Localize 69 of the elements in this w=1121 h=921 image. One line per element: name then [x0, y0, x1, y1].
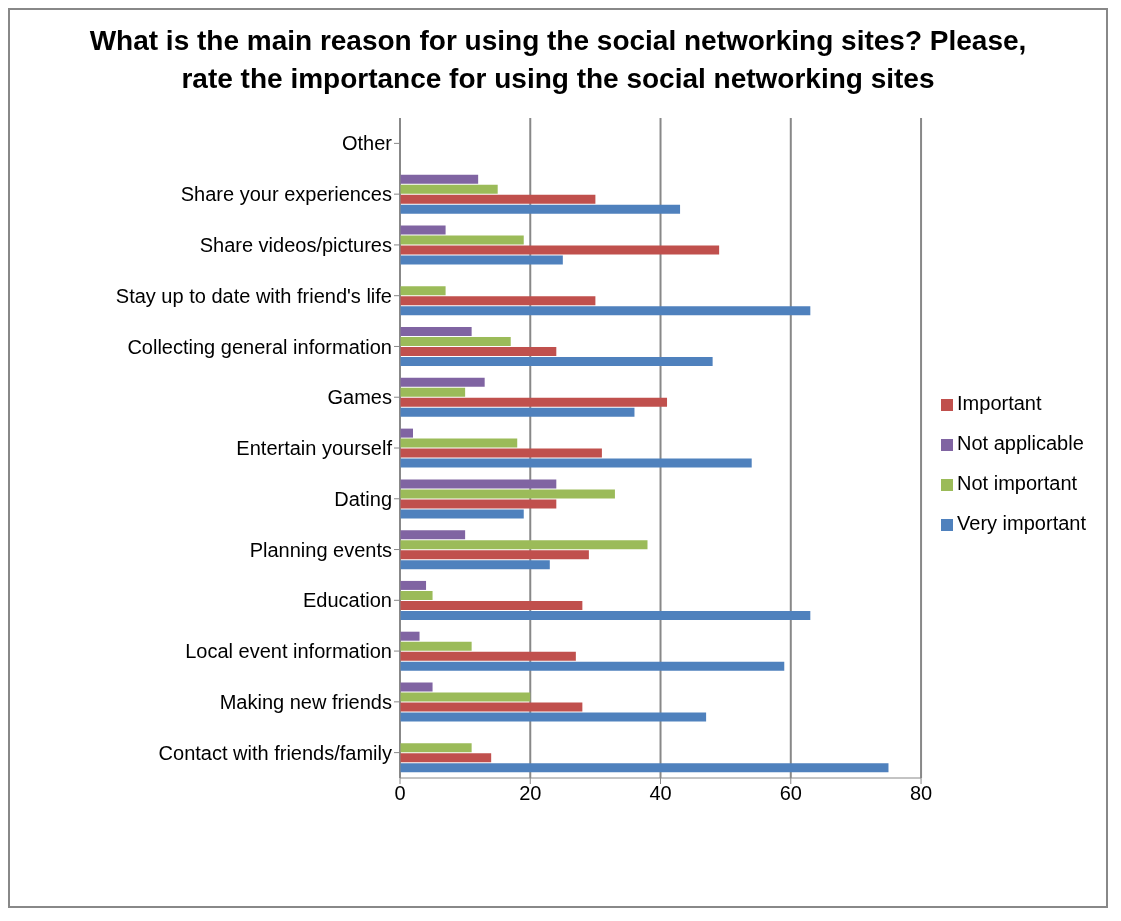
legend-label: Very important [957, 512, 1086, 534]
chart-title: What is the main reason for using the social networking sites? Please, rate the importance for using the social networking sites [88, 24, 1028, 96]
bar [400, 479, 557, 489]
bar [400, 509, 524, 519]
y-tick-label: Stay up to date with friend's life [115, 284, 392, 307]
bar [400, 610, 811, 620]
bar [400, 530, 466, 540]
bar [400, 590, 433, 600]
y-tick-label: Making new friends [219, 690, 392, 713]
legend-label: Not applicable [957, 432, 1084, 454]
y-tick-label: Planning events [249, 538, 392, 561]
y-tick-label: Collecting general information [127, 335, 392, 358]
bar [400, 489, 615, 499]
legend-label: Important [957, 392, 1042, 414]
x-tick-label: 0 [394, 782, 406, 805]
y-tick-label: Entertain yourself [236, 437, 393, 460]
bar [400, 174, 479, 184]
y-tick-label: Local event information [185, 640, 392, 663]
bar [400, 438, 518, 448]
bar [400, 702, 583, 712]
x-tick-label: 40 [649, 782, 672, 805]
bar [400, 499, 557, 509]
bar [400, 194, 596, 204]
bar [400, 580, 427, 590]
x-tick-label: 20 [519, 782, 542, 805]
bar [400, 428, 414, 438]
bar [400, 235, 524, 245]
y-tick-label: Other [341, 132, 393, 155]
bar [400, 712, 707, 722]
bar [400, 753, 492, 763]
bar [400, 286, 446, 296]
bar [400, 743, 472, 753]
bar [400, 682, 433, 692]
x-tick-label: 60 [779, 782, 802, 805]
y-tick-label: Dating [334, 487, 392, 510]
bar [400, 306, 811, 316]
y-tick-label: Games [327, 386, 392, 409]
bar [400, 245, 720, 255]
bar [400, 337, 511, 347]
bar [400, 550, 589, 560]
bar [400, 407, 635, 417]
bar [400, 448, 602, 458]
bar [400, 631, 420, 641]
bar [400, 204, 681, 214]
bar [400, 651, 576, 661]
y-tick-label: Contact with friends/family [158, 741, 392, 764]
bar [400, 397, 668, 407]
bar [400, 347, 557, 357]
bar [400, 692, 531, 702]
bar [400, 641, 472, 651]
bar [400, 540, 648, 550]
bar [400, 225, 446, 235]
bar [400, 600, 583, 610]
y-tick-label: Share videos/pictures [199, 234, 392, 257]
bar [400, 458, 752, 468]
y-tick-label: Education [303, 589, 392, 612]
bar [400, 387, 466, 397]
bar [400, 357, 713, 367]
bar [400, 377, 485, 387]
bar [400, 296, 596, 306]
bar [400, 763, 889, 773]
bar [400, 560, 550, 570]
y-tick-label: Share your experiences [180, 183, 392, 206]
bar [400, 327, 472, 337]
bar [400, 255, 563, 265]
bar [400, 661, 785, 671]
bar [400, 184, 498, 194]
legend-label: Not important [957, 472, 1078, 494]
x-tick-label: 80 [909, 782, 933, 805]
